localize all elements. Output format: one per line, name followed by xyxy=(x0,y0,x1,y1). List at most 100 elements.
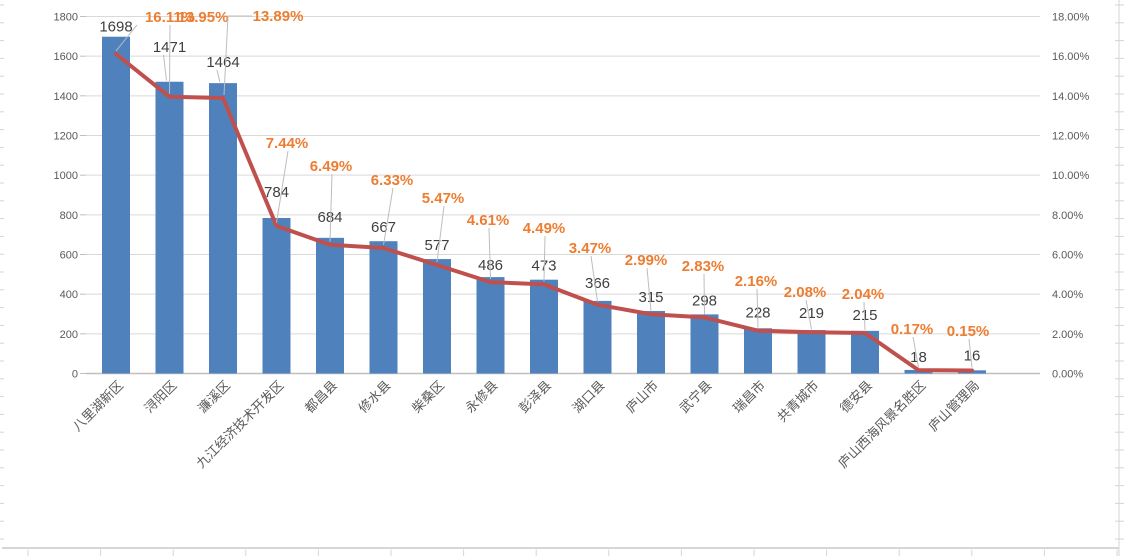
left-axis-tick-label: 400 xyxy=(60,289,78,301)
percent-label-leader xyxy=(383,187,394,246)
bar-1[interactable] xyxy=(155,81,184,374)
bar-value-label-16[interactable]: 16 xyxy=(964,347,981,364)
left-axis-tick-label: 600 xyxy=(60,250,78,262)
percent-label-leader xyxy=(115,24,138,52)
bar-8[interactable] xyxy=(530,279,558,374)
percent-label-leader xyxy=(488,227,491,280)
percent-label-12[interactable]: 2.16% xyxy=(735,273,778,290)
category-label-7: 永修县 xyxy=(462,378,500,416)
category-label-14: 德安县 xyxy=(837,378,875,416)
percent-label-leader xyxy=(436,205,445,263)
percent-label-13[interactable]: 2.08% xyxy=(784,284,827,301)
percent-label-2[interactable]: 13.89% xyxy=(253,8,304,25)
category-label-8: 彭泽县 xyxy=(516,378,554,416)
category-label-0: 八里湖新区 xyxy=(70,378,127,435)
percent-label-leader xyxy=(169,24,171,94)
percent-label-leader xyxy=(863,301,866,331)
bar-value-label-9[interactable]: 366 xyxy=(585,275,610,292)
percent-label-leader xyxy=(646,267,652,312)
value-label-leader xyxy=(216,70,221,83)
percent-label-leader xyxy=(805,299,812,330)
value-label-leader xyxy=(163,54,167,81)
bar-value-label-5[interactable]: 667 xyxy=(371,219,396,236)
percent-label-16[interactable]: 0.15% xyxy=(947,323,990,340)
percent-label-leader xyxy=(329,173,333,242)
bar-value-label-6[interactable]: 577 xyxy=(424,237,449,254)
bar-0[interactable] xyxy=(102,36,130,374)
percent-label-7[interactable]: 4.61% xyxy=(467,212,510,229)
percent-label-8[interactable]: 4.49% xyxy=(523,220,566,237)
bar-value-label-0[interactable]: 1698 xyxy=(99,19,132,36)
percent-label-leader xyxy=(276,150,289,224)
right-axis-tick-label: 14.00% xyxy=(1052,91,1090,103)
bar-4[interactable] xyxy=(316,237,344,374)
bar-5[interactable] xyxy=(369,241,398,374)
right-axis-tick-label: 2.00% xyxy=(1052,329,1083,341)
percent-label-3[interactable]: 7.44% xyxy=(266,135,309,152)
percent-label-leader xyxy=(703,273,705,315)
bar-6[interactable] xyxy=(423,259,451,374)
bar-10[interactable] xyxy=(637,311,665,374)
bar-value-label-3[interactable]: 784 xyxy=(264,184,289,201)
left-axis-tick-label: 800 xyxy=(60,210,78,222)
left-axis-tick-label: 1400 xyxy=(54,91,78,103)
percent-label-11[interactable]: 2.83% xyxy=(682,258,725,275)
category-label-13: 共青城市 xyxy=(774,378,821,425)
category-label-5: 修水县 xyxy=(355,378,393,416)
right-axis-tick-label: 6.00% xyxy=(1052,250,1083,262)
right-axis-tick-label: 4.00% xyxy=(1052,289,1083,301)
bar-7[interactable] xyxy=(476,277,505,374)
left-axis-tick-label: 1200 xyxy=(54,131,78,143)
percent-label-leader xyxy=(590,255,598,302)
bar-12[interactable] xyxy=(744,328,772,374)
bar-9[interactable] xyxy=(583,300,612,374)
percent-label-10[interactable]: 2.99% xyxy=(625,252,668,269)
right-axis-tick-label: 18.00% xyxy=(1052,12,1090,24)
left-axis-tick-label: 1600 xyxy=(54,51,78,63)
category-label-10: 庐山市 xyxy=(623,378,661,416)
percent-label-14[interactable]: 2.04% xyxy=(842,286,885,303)
bar-value-label-14[interactable]: 215 xyxy=(852,307,877,324)
percent-label-1[interactable]: 13.95% xyxy=(178,9,229,26)
category-label-4: 都昌县 xyxy=(302,378,340,416)
percent-label-leader xyxy=(968,338,973,368)
bar-13[interactable] xyxy=(797,330,826,374)
bar-14[interactable] xyxy=(851,330,879,374)
category-label-1: 浔阳区 xyxy=(141,378,179,416)
right-axis-tick-label: 16.00% xyxy=(1052,51,1090,63)
bar-11[interactable] xyxy=(690,314,719,374)
left-axis-tick-label: 1800 xyxy=(54,12,78,24)
percent-label-4[interactable]: 6.49% xyxy=(310,158,353,175)
percent-label-9[interactable]: 3.47% xyxy=(569,240,612,257)
left-axis-tick-label: 1000 xyxy=(54,170,78,182)
percent-label-6[interactable]: 5.47% xyxy=(422,190,465,207)
category-label-12: 瑞昌市 xyxy=(730,378,768,416)
bar-2[interactable] xyxy=(209,83,237,374)
bar-value-label-4[interactable]: 684 xyxy=(317,209,342,226)
category-label-11: 武宁县 xyxy=(676,378,714,416)
bar-value-label-10[interactable]: 315 xyxy=(638,289,663,306)
category-label-2: 濂溪区 xyxy=(195,378,233,416)
percent-label-15[interactable]: 0.17% xyxy=(891,321,934,338)
bar-value-label-2[interactable]: 1464 xyxy=(206,54,239,71)
left-axis-tick-label: 200 xyxy=(60,329,78,341)
percent-label-leader xyxy=(912,336,919,368)
percent-label-leader xyxy=(756,288,759,328)
right-axis-tick-label: 12.00% xyxy=(1052,131,1090,143)
percent-label-leader xyxy=(543,235,546,282)
bar-value-label-15[interactable]: 18 xyxy=(910,349,927,366)
percent-label-leader xyxy=(223,15,252,96)
percent-label-5[interactable]: 6.33% xyxy=(371,172,414,189)
category-label-16: 庐山管理局 xyxy=(926,378,983,435)
percent-line[interactable] xyxy=(114,52,974,373)
category-label-9: 湖口县 xyxy=(569,378,607,416)
right-axis-tick-label: 8.00% xyxy=(1052,210,1083,222)
percent-label-0[interactable]: 16.11% xyxy=(145,9,195,26)
bar-value-label-13[interactable]: 219 xyxy=(799,305,824,322)
category-label-6: 柴桑区 xyxy=(409,378,447,416)
right-axis-tick-label: 0.00% xyxy=(1052,369,1083,381)
bar-3[interactable] xyxy=(262,218,291,374)
left-axis-tick-label: 0 xyxy=(72,369,78,381)
right-axis-tick-label: 10.00% xyxy=(1052,170,1090,182)
